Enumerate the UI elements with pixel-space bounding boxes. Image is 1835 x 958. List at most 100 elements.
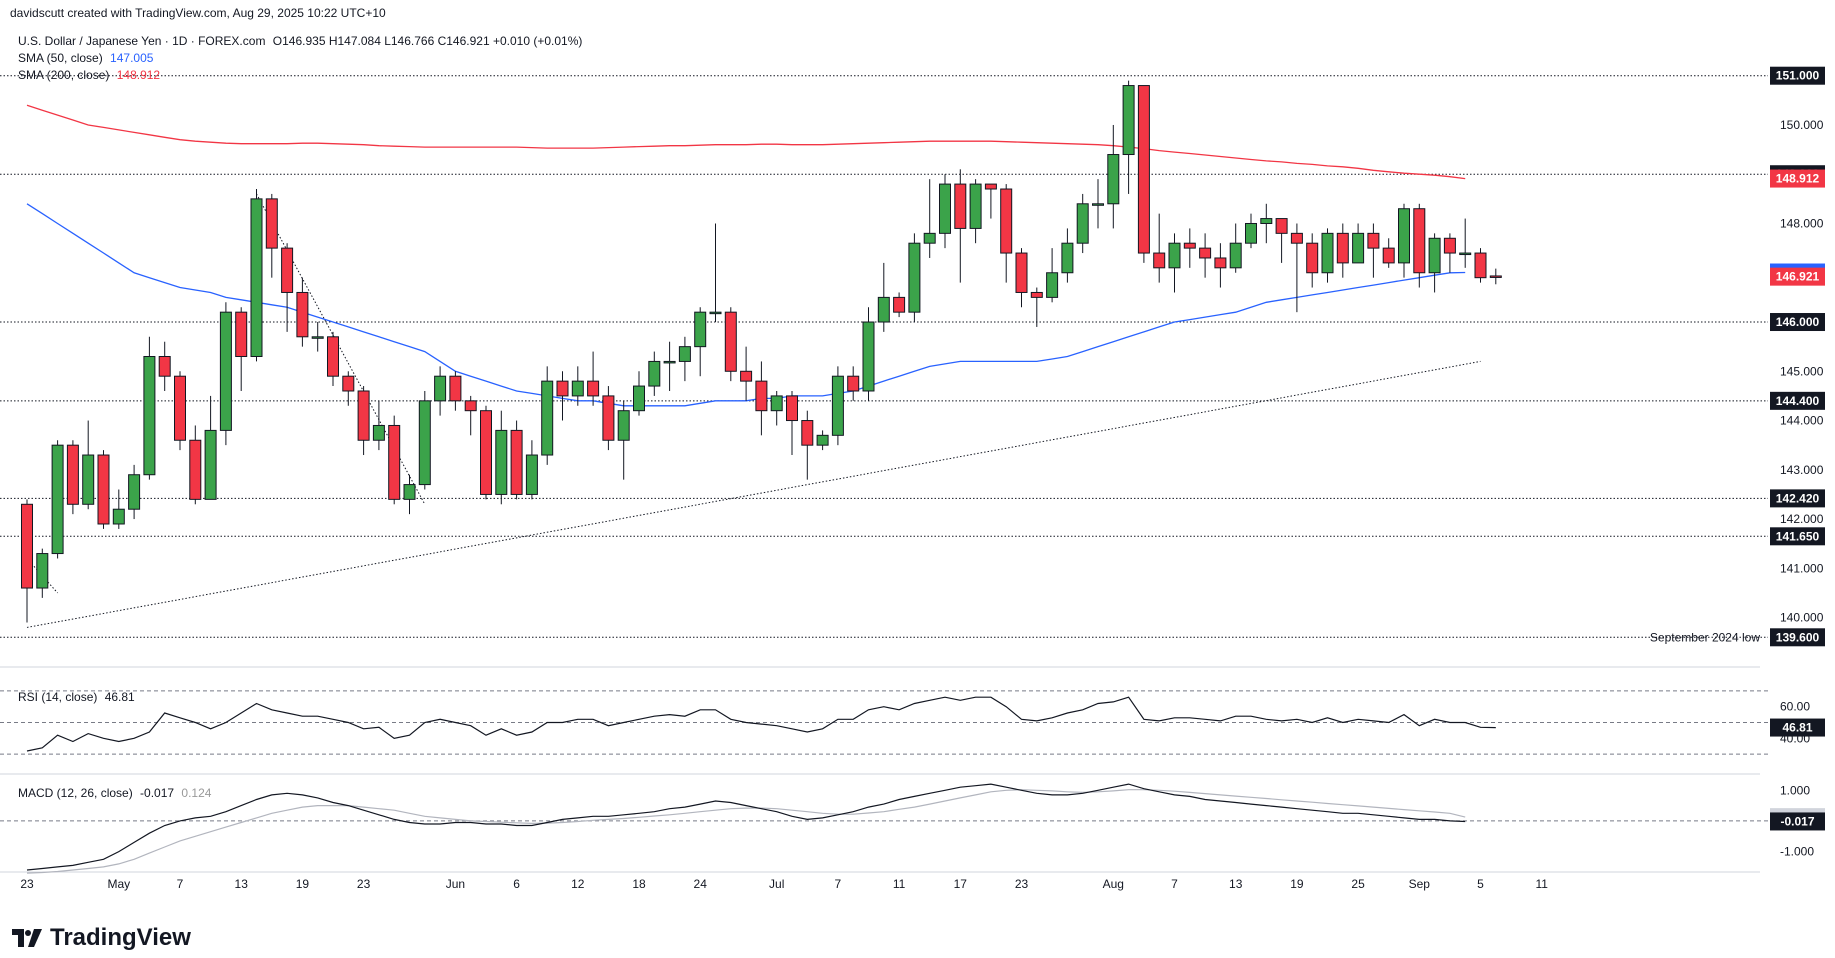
macd-signal-line bbox=[26, 789, 1466, 874]
tradingview-logo-text: TradingView bbox=[50, 924, 191, 951]
candle-body bbox=[357, 390, 370, 441]
candle-body bbox=[66, 444, 79, 505]
rsi-value: 46.81 bbox=[104, 690, 135, 704]
candle-body bbox=[1015, 252, 1028, 293]
candle-body bbox=[1245, 222, 1257, 244]
sma50-legend[interactable]: SMA (50, close) 147.005 bbox=[18, 51, 153, 65]
candle-body bbox=[556, 380, 569, 397]
x-tick-label: 25 bbox=[1351, 877, 1365, 891]
price-tick-label: 148.000 bbox=[1780, 216, 1824, 230]
level-badge: 146.000 bbox=[1776, 315, 1820, 329]
candle-body bbox=[663, 360, 676, 364]
candle-body bbox=[1306, 242, 1319, 274]
creator-line: davidscutt created with TradingView.com,… bbox=[10, 6, 386, 20]
macd-tick-label: 1.000 bbox=[1780, 783, 1810, 797]
x-tick-label: 19 bbox=[1290, 877, 1304, 891]
candle-body bbox=[327, 336, 339, 377]
candle-body bbox=[877, 296, 890, 323]
candle-body bbox=[724, 311, 737, 372]
candle-body bbox=[847, 375, 860, 392]
symbol-legend: U.S. Dollar / Japanese Yen · 1D · FOREX.… bbox=[18, 34, 582, 48]
level-badge-bg bbox=[1770, 391, 1825, 410]
candle-body bbox=[755, 380, 768, 412]
candle-body bbox=[281, 247, 294, 293]
candle-body bbox=[587, 380, 600, 397]
macd-badge: -0.017 bbox=[1780, 814, 1814, 828]
candle-body bbox=[1107, 154, 1120, 205]
level-badge: 142.420 bbox=[1776, 491, 1820, 505]
price-tick-label: 141.000 bbox=[1780, 561, 1824, 575]
x-tick-label: 13 bbox=[235, 877, 249, 891]
sma50-value: 147.005 bbox=[110, 51, 154, 65]
rsi-tick-label: 60.00 bbox=[1780, 700, 1810, 714]
tradingview-logo-icon bbox=[12, 929, 42, 947]
candle-body bbox=[816, 434, 829, 446]
candle-body bbox=[1443, 237, 1456, 254]
x-tick-label: May bbox=[107, 877, 130, 891]
candle-body bbox=[1092, 203, 1104, 206]
level-badge-bg bbox=[1770, 527, 1825, 546]
rsi-badge-bg bbox=[1770, 718, 1825, 737]
candle-body bbox=[1046, 272, 1059, 298]
candle-body bbox=[541, 380, 554, 456]
x-tick-label: 7 bbox=[177, 877, 184, 891]
candle-body bbox=[1061, 242, 1074, 274]
symbol-ohlc: O146.935 H147.084 L146.766 C146.921 +0.0… bbox=[272, 34, 583, 48]
candle-body bbox=[174, 375, 186, 441]
tradingview-logo[interactable]: TradingView bbox=[12, 924, 191, 952]
candle-body bbox=[709, 311, 722, 315]
x-tick-label: 11 bbox=[1535, 877, 1548, 891]
sma50-label: SMA (50, close) bbox=[18, 51, 103, 65]
x-tick-label: 23 bbox=[1015, 877, 1029, 891]
candle-body bbox=[1076, 203, 1089, 244]
candle-body bbox=[1413, 208, 1426, 274]
sma200-value: 148.912 bbox=[116, 68, 161, 82]
candle-body bbox=[1153, 252, 1166, 269]
price-tick-label: 142.000 bbox=[1780, 512, 1824, 526]
price-badge-bg bbox=[1770, 169, 1825, 188]
candle-body bbox=[51, 444, 64, 555]
candle-body bbox=[1352, 232, 1365, 264]
candle-body bbox=[969, 183, 982, 229]
candle-body bbox=[1183, 242, 1196, 249]
candle-body bbox=[1214, 257, 1227, 269]
candle-body bbox=[1168, 242, 1181, 269]
candle-body bbox=[143, 356, 156, 476]
candle-body bbox=[633, 385, 645, 412]
candle-body bbox=[908, 242, 921, 313]
price-badge: 146.921 bbox=[1776, 270, 1820, 284]
candle-body bbox=[571, 380, 584, 397]
x-tick-label: 6 bbox=[513, 877, 520, 891]
level-badge: 139.600 bbox=[1776, 630, 1820, 644]
level-badge: 151.000 bbox=[1776, 69, 1820, 83]
candle-body bbox=[617, 410, 630, 441]
x-tick-label: 5 bbox=[1477, 877, 1484, 891]
macd-label: MACD (12, 26, close) bbox=[18, 786, 133, 800]
candle-body bbox=[464, 400, 477, 412]
sma200-legend[interactable]: SMA (200, close) 148.912 bbox=[18, 68, 160, 82]
x-tick-label: 17 bbox=[954, 877, 968, 891]
rsi-badge: 46.81 bbox=[1782, 721, 1812, 735]
candle-body bbox=[862, 321, 875, 392]
macd-legend[interactable]: MACD (12, 26, close) -0.017 0.124 bbox=[18, 786, 211, 800]
candle-body bbox=[1336, 232, 1349, 264]
candle-body bbox=[1382, 247, 1395, 264]
candle-body bbox=[449, 375, 462, 402]
x-tick-label: 23 bbox=[357, 877, 371, 891]
level-badge: 141.650 bbox=[1776, 529, 1820, 543]
candle-body bbox=[801, 420, 814, 446]
level-badge-bg bbox=[1770, 489, 1825, 508]
macd-badge-bg bbox=[1770, 812, 1825, 831]
rsi-legend[interactable]: RSI (14, close) 46.81 bbox=[18, 690, 135, 704]
x-tick-label: 23 bbox=[20, 877, 34, 891]
price-tick-label: 144.000 bbox=[1780, 414, 1824, 428]
candle-body bbox=[189, 439, 202, 500]
candle-body bbox=[403, 484, 416, 500]
candle-body bbox=[112, 508, 125, 525]
candle-body bbox=[1229, 242, 1242, 269]
x-tick-label: 12 bbox=[571, 877, 585, 891]
x-tick-label: 13 bbox=[1229, 877, 1243, 891]
candle-body bbox=[342, 375, 355, 392]
candle-body bbox=[1030, 291, 1043, 298]
